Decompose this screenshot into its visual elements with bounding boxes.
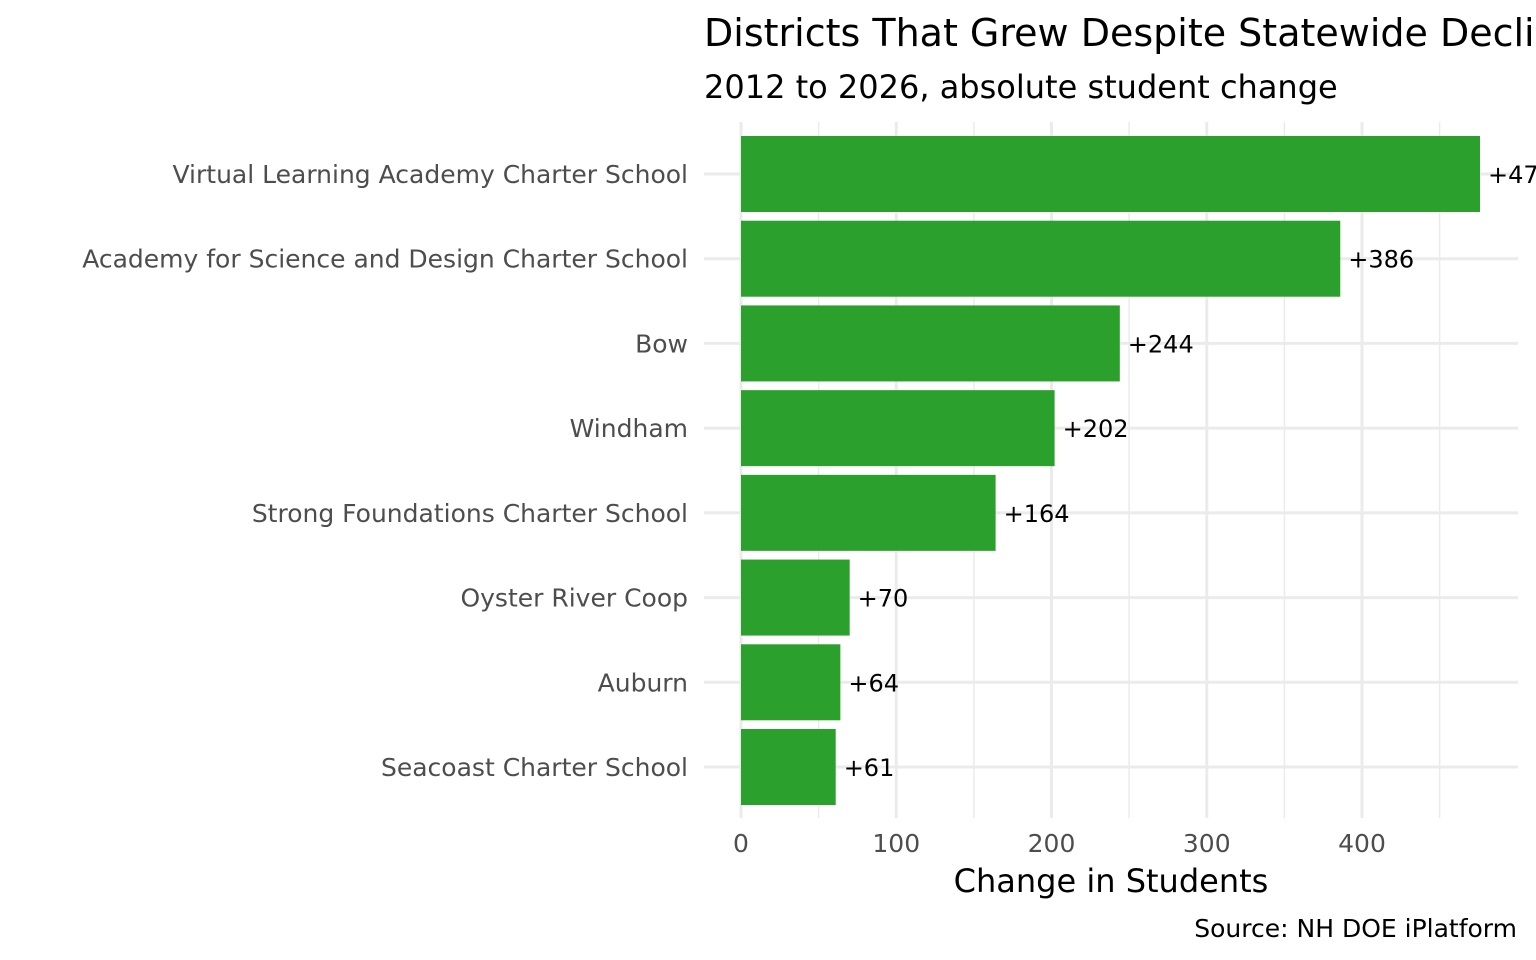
value-label-5: +70 <box>858 585 909 613</box>
bar-6 <box>741 644 841 721</box>
category-label-5: Oyster River Coop <box>460 584 688 613</box>
x-tick-label-0: 0 <box>733 829 749 858</box>
x-axis-title: Change in Students <box>954 862 1269 900</box>
bar-7 <box>741 729 836 805</box>
bar-5 <box>741 559 850 636</box>
value-label-4: +164 <box>1004 500 1070 528</box>
value-labels: +476 +386 +244 +202 +164 +70 +64 +61 <box>844 161 1536 782</box>
bar-4 <box>741 474 996 551</box>
value-label-1: +386 <box>1348 246 1414 274</box>
category-label-6: Auburn <box>598 668 688 697</box>
chart-caption: Source: NH DOE iPlatform <box>1194 914 1517 943</box>
bar-3 <box>741 390 1055 467</box>
category-label-4: Strong Foundations Charter School <box>252 499 688 528</box>
bars <box>741 136 1480 805</box>
category-label-3: Windham <box>570 414 688 443</box>
x-tick-label-4: 400 <box>1338 829 1386 858</box>
value-label-6: +64 <box>848 669 899 697</box>
x-axis-ticks: 0 100 200 300 400 <box>733 829 1386 858</box>
bar-0 <box>741 136 1480 212</box>
category-labels: Virtual Learning Academy Charter School A… <box>82 160 688 782</box>
value-label-2: +244 <box>1128 330 1194 358</box>
category-label-0: Virtual Learning Academy Charter School <box>173 160 689 189</box>
x-tick-label-2: 200 <box>1028 829 1076 858</box>
bar-2 <box>741 305 1120 382</box>
chart-title: Districts That Grew Despite Statewide De… <box>704 11 1536 55</box>
chart-subtitle: 2012 to 2026, absolute student change <box>704 68 1338 106</box>
category-label-2: Bow <box>635 329 688 358</box>
value-label-7: +61 <box>844 754 895 782</box>
category-label-7: Seacoast Charter School <box>381 753 688 782</box>
value-label-3: +202 <box>1063 415 1129 443</box>
category-label-1: Academy for Science and Design Charter S… <box>82 245 688 274</box>
x-tick-label-3: 300 <box>1183 829 1231 858</box>
value-label-0: +476 <box>1488 161 1536 189</box>
x-tick-label-1: 100 <box>872 829 920 858</box>
bar-1 <box>741 220 1341 297</box>
